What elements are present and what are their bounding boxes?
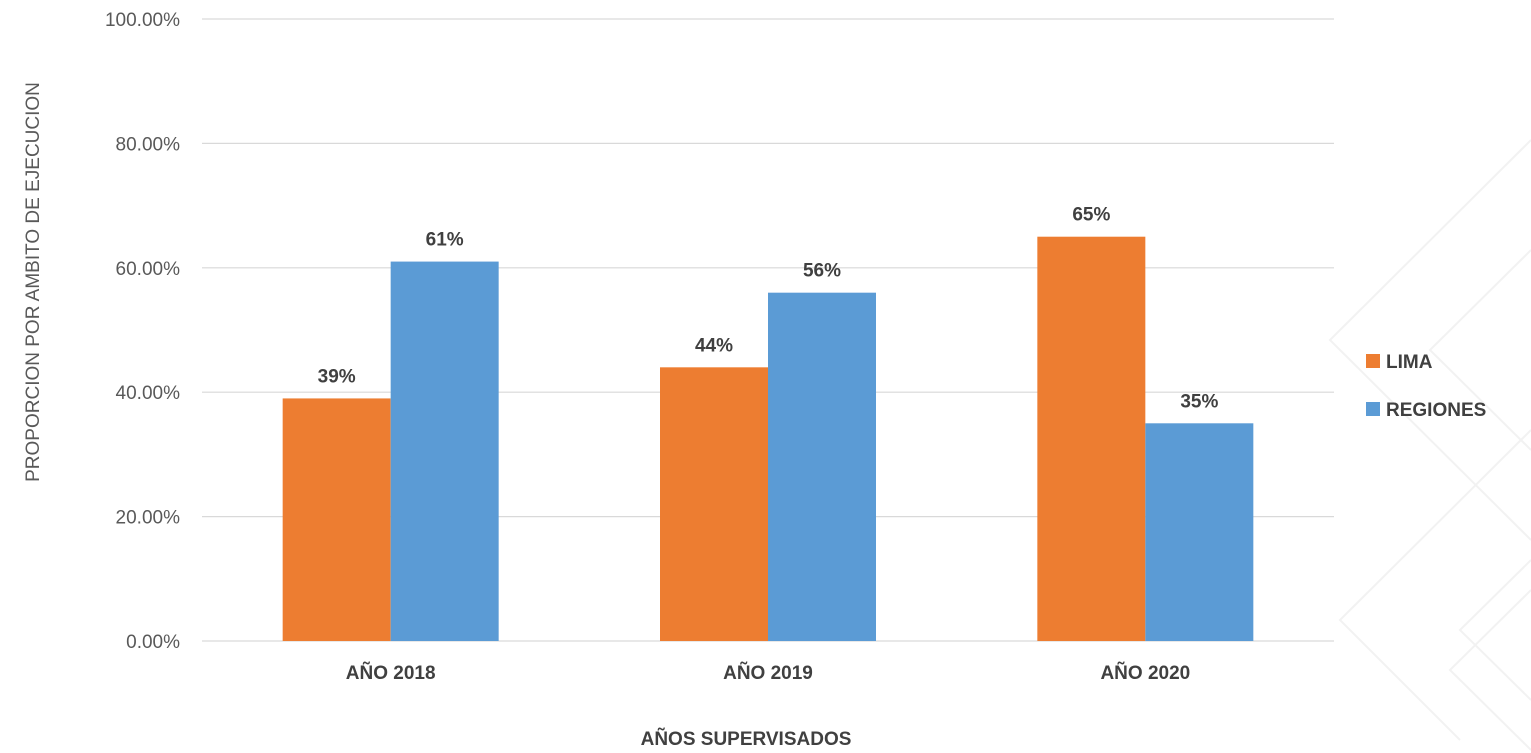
background-watermark [1328,139,1531,751]
y-tick-label: 20.00% [116,508,181,529]
data-labels: 39% 61% 44% 56% 65% 35% [318,205,1219,413]
x-axis-title: AÑOS SUPERVISADOS [641,728,852,750]
x-tick-label: AÑO 2019 [723,662,813,684]
x-tick-label: AÑO 2020 [1100,662,1190,684]
bar-regiones-2 [768,292,876,641]
y-tick-label: 60.00% [116,259,181,280]
legend: LIMA REGIONES [1366,352,1486,421]
y-tick-label: 80.00% [116,134,181,155]
y-tick-label: 100.00% [105,10,180,31]
y-tick-label: 0.00% [126,632,180,653]
bar-regiones-3 [1145,423,1254,641]
data-label: 39% [318,366,356,387]
legend-swatch [1366,402,1380,416]
bar-lima-1 [282,398,391,641]
x-axis-ticks: AÑO 2018 AÑO 2019 AÑO 2020 [346,662,1190,684]
y-tick-label: 40.00% [116,383,181,404]
data-label: 44% [695,335,733,356]
y-axis-ticks: 0.00% 20.00% 40.00% 60.00% 80.00% 100.00% [105,10,180,653]
bars [282,236,1254,641]
legend-swatch [1366,354,1380,368]
bar-lima-2 [660,367,768,641]
data-label: 61% [426,230,464,251]
data-label: 56% [803,261,841,282]
data-label: 35% [1180,391,1218,412]
bar-lima-3 [1037,236,1146,641]
y-axis-title: PROPORCION POR AMBITO DE EJECUCION [23,82,44,482]
bar-regiones-1 [390,261,499,641]
legend-label: LIMA [1386,352,1433,373]
data-label: 65% [1072,205,1110,226]
legend-label: REGIONES [1386,400,1486,421]
x-tick-label: AÑO 2018 [346,662,436,684]
